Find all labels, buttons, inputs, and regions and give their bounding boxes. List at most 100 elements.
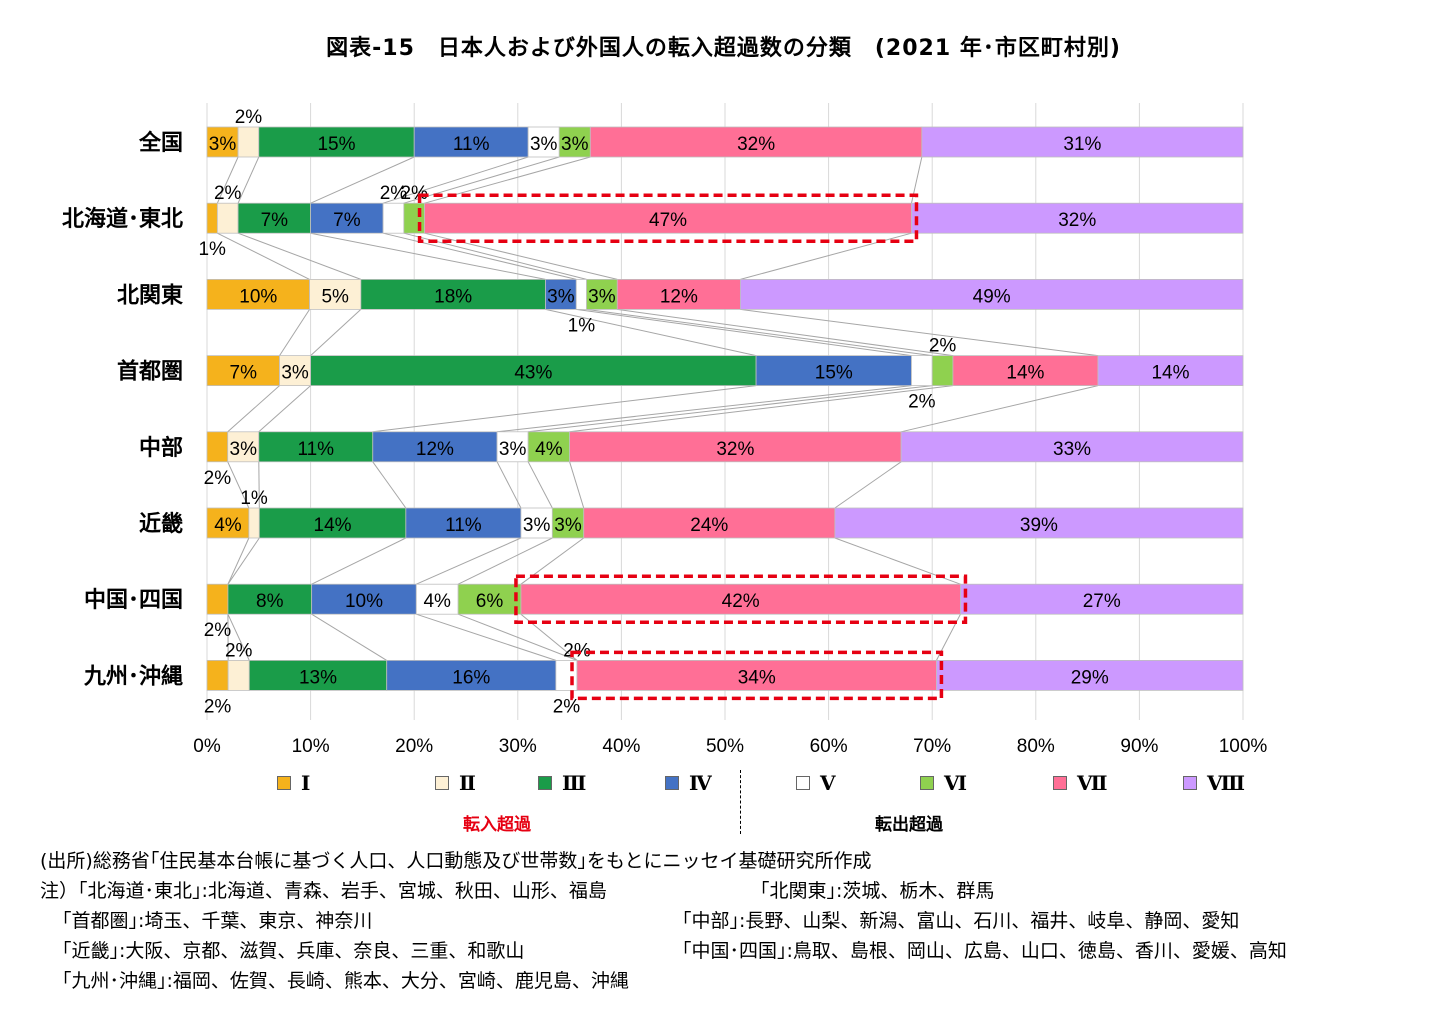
category-label: 首都圏 bbox=[117, 359, 183, 385]
bar-segment bbox=[403, 202, 425, 234]
legend-item: Ⅷ bbox=[1183, 768, 1245, 798]
legend-item: Ⅳ bbox=[665, 768, 712, 798]
x-tick-label: 20% bbox=[395, 736, 433, 757]
legend-label: Ⅳ bbox=[689, 771, 712, 795]
data-label: 2% bbox=[214, 183, 242, 204]
bar-segment bbox=[583, 507, 836, 539]
x-tick-label: 50% bbox=[706, 736, 744, 757]
series-connector-line bbox=[457, 537, 553, 585]
bar-segment bbox=[309, 278, 362, 310]
legend-item: Ⅱ bbox=[435, 768, 476, 798]
bar-segment bbox=[310, 202, 384, 234]
region-note: ｢近畿｣:大阪、京都、滋賀、兵庫、奈良、三重、和歌山 bbox=[62, 940, 525, 962]
bar-segment bbox=[382, 202, 405, 234]
highlight-box bbox=[514, 574, 968, 624]
data-label: 42% bbox=[722, 591, 760, 612]
data-label: 12% bbox=[416, 439, 454, 460]
data-label: 11% bbox=[297, 439, 334, 460]
series-connector-line bbox=[403, 156, 560, 204]
data-label: 3% bbox=[588, 286, 616, 307]
series-connector-line bbox=[569, 461, 585, 509]
series-connector-line bbox=[527, 461, 553, 509]
data-label: 14% bbox=[314, 515, 352, 536]
series-connector-line bbox=[310, 309, 362, 356]
legend-label: Ⅴ bbox=[820, 771, 836, 795]
series-connector-line bbox=[237, 156, 260, 204]
x-tick-label: 80% bbox=[1017, 736, 1055, 757]
data-label: 13% bbox=[299, 667, 337, 688]
x-tick-label: 30% bbox=[499, 736, 537, 757]
bar-segment bbox=[911, 202, 1244, 234]
series-connector-line bbox=[227, 613, 250, 661]
data-label: 33% bbox=[1053, 439, 1091, 460]
bar-segment bbox=[586, 278, 618, 310]
bar-segment bbox=[206, 126, 239, 158]
chart-title: 図表-15 日本人および外国人の転入超過数の分類 (2021 年･市区町村別) bbox=[326, 36, 1121, 61]
source-note: (出所)総務省｢住民基本台帳に基づく人口、人口動態及び世帯数｣をもとにニッセイ基… bbox=[40, 850, 872, 872]
data-label: 11% bbox=[453, 134, 490, 155]
bar-segment bbox=[206, 507, 250, 539]
bar-segment bbox=[206, 660, 229, 691]
category-label: 中国･四国 bbox=[84, 588, 183, 613]
series-connector-line bbox=[310, 156, 415, 204]
data-label: 16% bbox=[452, 667, 490, 688]
data-label: 24% bbox=[690, 515, 728, 536]
x-tick-label: 40% bbox=[602, 736, 640, 757]
data-label: 3% bbox=[554, 515, 582, 536]
legend-swatch bbox=[1183, 776, 1197, 790]
bar-segment bbox=[413, 126, 529, 158]
series-connector-line bbox=[576, 308, 912, 357]
data-label: 34% bbox=[738, 667, 776, 688]
data-label: 47% bbox=[649, 210, 687, 231]
bar-segment bbox=[206, 202, 218, 234]
data-label: 2% bbox=[908, 392, 936, 413]
bar-segment bbox=[372, 431, 498, 463]
region-note: ｢中部｣:長野、山梨、新潟、富山、石川、福井、岐阜、静岡、愛知 bbox=[682, 910, 1240, 932]
out-migration-label: 転出超過 bbox=[875, 815, 943, 835]
data-label: 12% bbox=[660, 286, 698, 307]
data-label: 2% bbox=[929, 336, 957, 357]
series-connector-line bbox=[227, 537, 250, 585]
series-connector-line bbox=[216, 156, 239, 204]
bar-segment bbox=[575, 278, 587, 310]
data-label: 1% bbox=[568, 315, 596, 336]
legend-item: Ⅲ bbox=[538, 768, 586, 798]
category-label: 近畿 bbox=[139, 511, 183, 537]
bar-segment bbox=[911, 355, 933, 387]
data-label: 8% bbox=[256, 591, 284, 612]
bar-segment bbox=[216, 202, 239, 234]
data-label: 2% bbox=[380, 183, 408, 204]
data-label: 32% bbox=[716, 439, 754, 460]
data-label: 10% bbox=[239, 286, 277, 307]
bar-segment bbox=[237, 202, 311, 234]
bar-segment bbox=[206, 583, 229, 615]
data-label: 2% bbox=[204, 696, 232, 717]
legend-swatch bbox=[435, 776, 449, 790]
data-label: 14% bbox=[1151, 363, 1189, 384]
data-label: 29% bbox=[1071, 667, 1109, 688]
bar-segment bbox=[589, 126, 923, 158]
category-label: 全国 bbox=[138, 130, 183, 156]
bar-segment bbox=[755, 355, 912, 387]
series-connector-line bbox=[382, 156, 529, 204]
bar-segment bbox=[900, 431, 1244, 463]
data-label: 31% bbox=[1063, 134, 1101, 155]
data-label: 49% bbox=[973, 286, 1011, 307]
in-migration-label: 転入超過 bbox=[463, 815, 531, 835]
series-connector-line bbox=[311, 537, 407, 585]
bar-segment bbox=[527, 126, 560, 158]
data-label: 3% bbox=[230, 439, 258, 460]
stacked-bar-chart: 0% 10% 20% 30% 40% 50% 60% 70% 80% 90% 100% 全国 3% 2% 1… bbox=[62, 103, 1267, 757]
series-connector-line bbox=[227, 461, 250, 509]
series-connector-line bbox=[279, 309, 310, 356]
bar-segment bbox=[248, 660, 388, 691]
series-connector-line bbox=[497, 385, 912, 433]
series-connector-line bbox=[834, 461, 902, 509]
data-label: 2% bbox=[553, 696, 581, 717]
bar-segment bbox=[545, 278, 577, 310]
bar-segment bbox=[1097, 355, 1244, 387]
series-connector-line bbox=[258, 461, 260, 509]
category-label: 北関東 bbox=[117, 283, 183, 308]
bar-segment bbox=[616, 278, 741, 310]
series-connector-line bbox=[311, 613, 387, 661]
